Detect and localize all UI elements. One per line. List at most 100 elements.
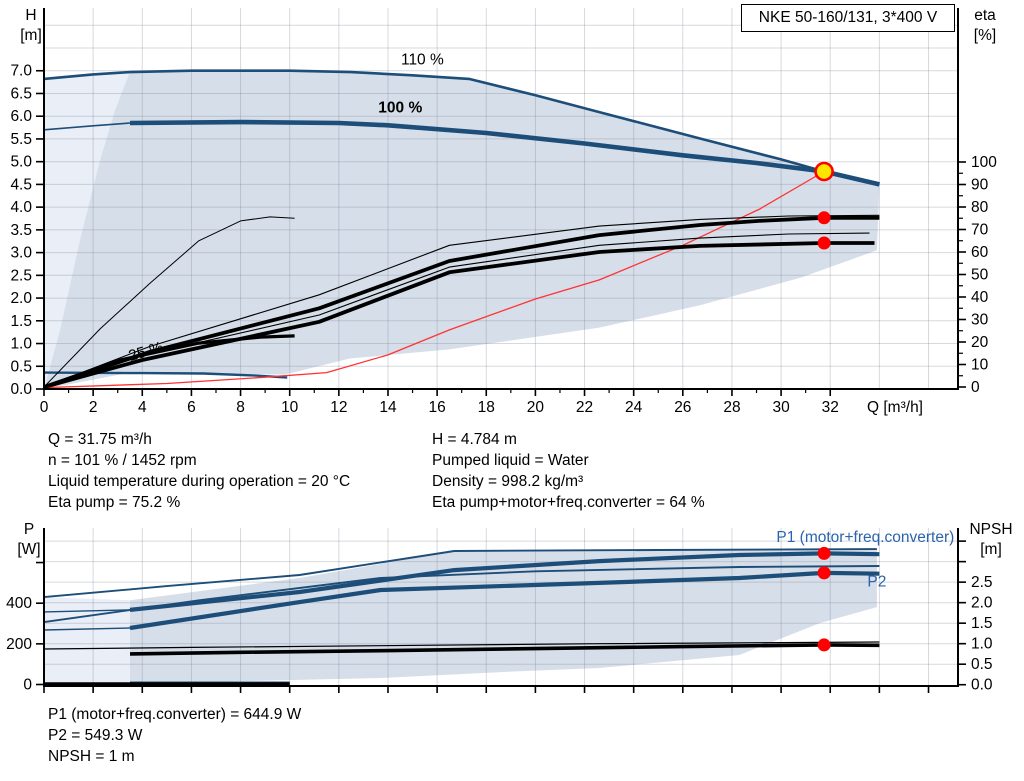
y-right-tick-label: 0.5 [971,656,993,673]
duty-info-left: Q = 31.75 m³/h n = 101 % / 1452 rpm Liquid… [48,429,350,513]
eta-total-curve [43,241,875,389]
info-line: n = 101 % / 1452 rpm [48,452,197,469]
y-right-tick-label: 0.0 [971,677,993,694]
y-right-tick-label: 90 [971,177,989,194]
x-tick-label: 14 [379,399,397,416]
label-p2: P2 [867,574,886,591]
qh-eta-chart: 0 2 4 6 8 10 12 14 16 18 20 22 24 26 28 30 32 Q [m³/h]0.0… [10,8,997,416]
y-right-tick-label: 70 [971,222,989,239]
x-axis-title: Q [m³/h] [867,399,923,416]
pump-title: NKE 50-160/131, 3*400 V [758,9,938,26]
label-110pct: 110 % [401,51,444,68]
y-right-tick-label: 50 [971,267,989,284]
npsh-ref-curve [43,641,880,650]
info-line: NPSH = 1 m [48,748,135,765]
y-left-tick-label: 3.0 [10,245,32,262]
info-line: Density = 998.2 kg/m³ [432,473,584,490]
p1-100pct-lead [43,609,131,613]
y-right-tick-label: 80 [971,199,989,216]
x-tick-label: 18 [478,399,495,416]
eta-axis-unit-label: eta [%] [973,7,997,44]
speed-100pct-lead [43,122,131,131]
eta-pump-curve [43,215,880,389]
pump-title-box: NKE 50-160/131, 3*400 V [741,4,955,32]
info-line: H = 4.784 m [432,431,517,448]
y-left-tick-label: 5.0 [10,154,32,171]
duty-point-qh [814,161,834,182]
x-tick-label: 16 [428,399,445,416]
duty-point-eta-pump [817,211,831,225]
y-left-tick-label: 1.0 [10,336,32,353]
y-right-tick-label: 0 [971,379,980,396]
y-left-tick-label: 4.0 [10,199,32,216]
y-right-tick-label: 1.0 [971,636,993,653]
y-right-tick-label: 20 [971,334,989,351]
duty-point-eta-total [817,236,831,250]
p-axis-unit-label: P [W] [17,521,41,558]
control-curve-red [43,170,825,389]
y-right-tick-label: 100 [971,154,997,171]
x-tick-label: 28 [723,399,740,416]
info-line: P1 (motor+freq.converter) = 644.9 W [48,706,302,723]
y-right-tick-label: 2.5 [971,574,993,591]
eta-pump-ref-curve [43,214,880,388]
duty-point-p1 [817,546,831,560]
x-tick-label: 10 [281,399,299,416]
y-left-tick-label: 7.0 [10,63,32,80]
info-line: P2 = 549.3 W [48,727,143,744]
info-line: Liquid temperature during operation = 20… [48,473,351,490]
speed-100pct-curve [129,119,880,187]
info-line: Eta pump = 75.2 % [48,494,181,511]
x-tick-label: 6 [187,399,196,416]
y-left-tick-label: 1.5 [10,313,32,330]
h-axis-unit-label: H [m] [20,7,42,44]
p1-110pct-curve [43,548,877,599]
p2-110pct-curve [43,565,880,624]
info-line: Eta pump+motor+freq.converter = 64 % [432,494,705,511]
y-left-tick-label: 200 [6,636,32,653]
y-left-tick-label: 3.5 [10,222,32,239]
y-left-tick-label: 0.0 [10,381,32,398]
operating-envelope-light [44,71,130,389]
x-tick-label: 12 [330,399,347,416]
x-tick-label: 30 [772,399,790,416]
label-p1: P1 (motor+freq.converter) [776,529,954,546]
speed-110pct-curve [43,69,880,186]
x-tick-label: 26 [674,399,691,416]
y-right-tick-label: 40 [971,289,989,306]
y-left-tick-label: 2.5 [10,267,32,284]
power-npsh-chart: 0 200 400 0.0 0.5 1.0 1.5 2.0 2.5 P1 (motor+freq.… [6,528,993,694]
x-tick-label: 4 [138,399,147,416]
x-tick-label: 24 [625,399,643,416]
y-left-tick-label: 0.5 [10,358,32,375]
x-tick-label: 0 [40,399,49,416]
y-left-tick-label: 2.0 [10,290,32,307]
y-left-tick-label: 400 [6,595,32,612]
y-right-tick-label: 1.5 [971,615,993,632]
y-right-tick-label: 30 [971,312,989,329]
npsh-axis-unit-label: NPSH [m] [969,521,1013,558]
speed-25pct-curve [43,371,288,379]
info-line: Q = 31.75 m³/h [48,431,152,448]
y-left-tick-label: 5.5 [10,131,32,148]
x-tick-label: 20 [527,399,545,416]
eta-peak-ref-curve [43,216,295,388]
y-right-tick-label: 10 [971,357,989,374]
x-tick-label: 2 [89,399,98,416]
duty-point-npsh [817,638,831,652]
eta-25pct-curve [43,334,295,389]
operating-envelope-dark [44,70,880,389]
duty-point-p2 [817,566,831,580]
duty-info-right: H = 4.784 m Pumped liquid = Water Density … [432,429,705,513]
power-info-block: P1 (motor+freq.converter) = 644.9 W P2 = … [48,704,301,767]
y-left-tick-label: 6.0 [10,108,32,125]
y-left-tick-label: 4.5 [10,176,32,193]
y-left-tick-label: 0 [23,677,32,694]
x-tick-label: 8 [236,399,245,416]
x-tick-label: 32 [822,399,839,416]
y-right-tick-label: 2.0 [971,595,993,612]
info-line: Pumped liquid = Water [432,452,589,469]
y-left-tick-label: 6.5 [10,85,32,102]
y-right-tick-label: 60 [971,244,989,261]
